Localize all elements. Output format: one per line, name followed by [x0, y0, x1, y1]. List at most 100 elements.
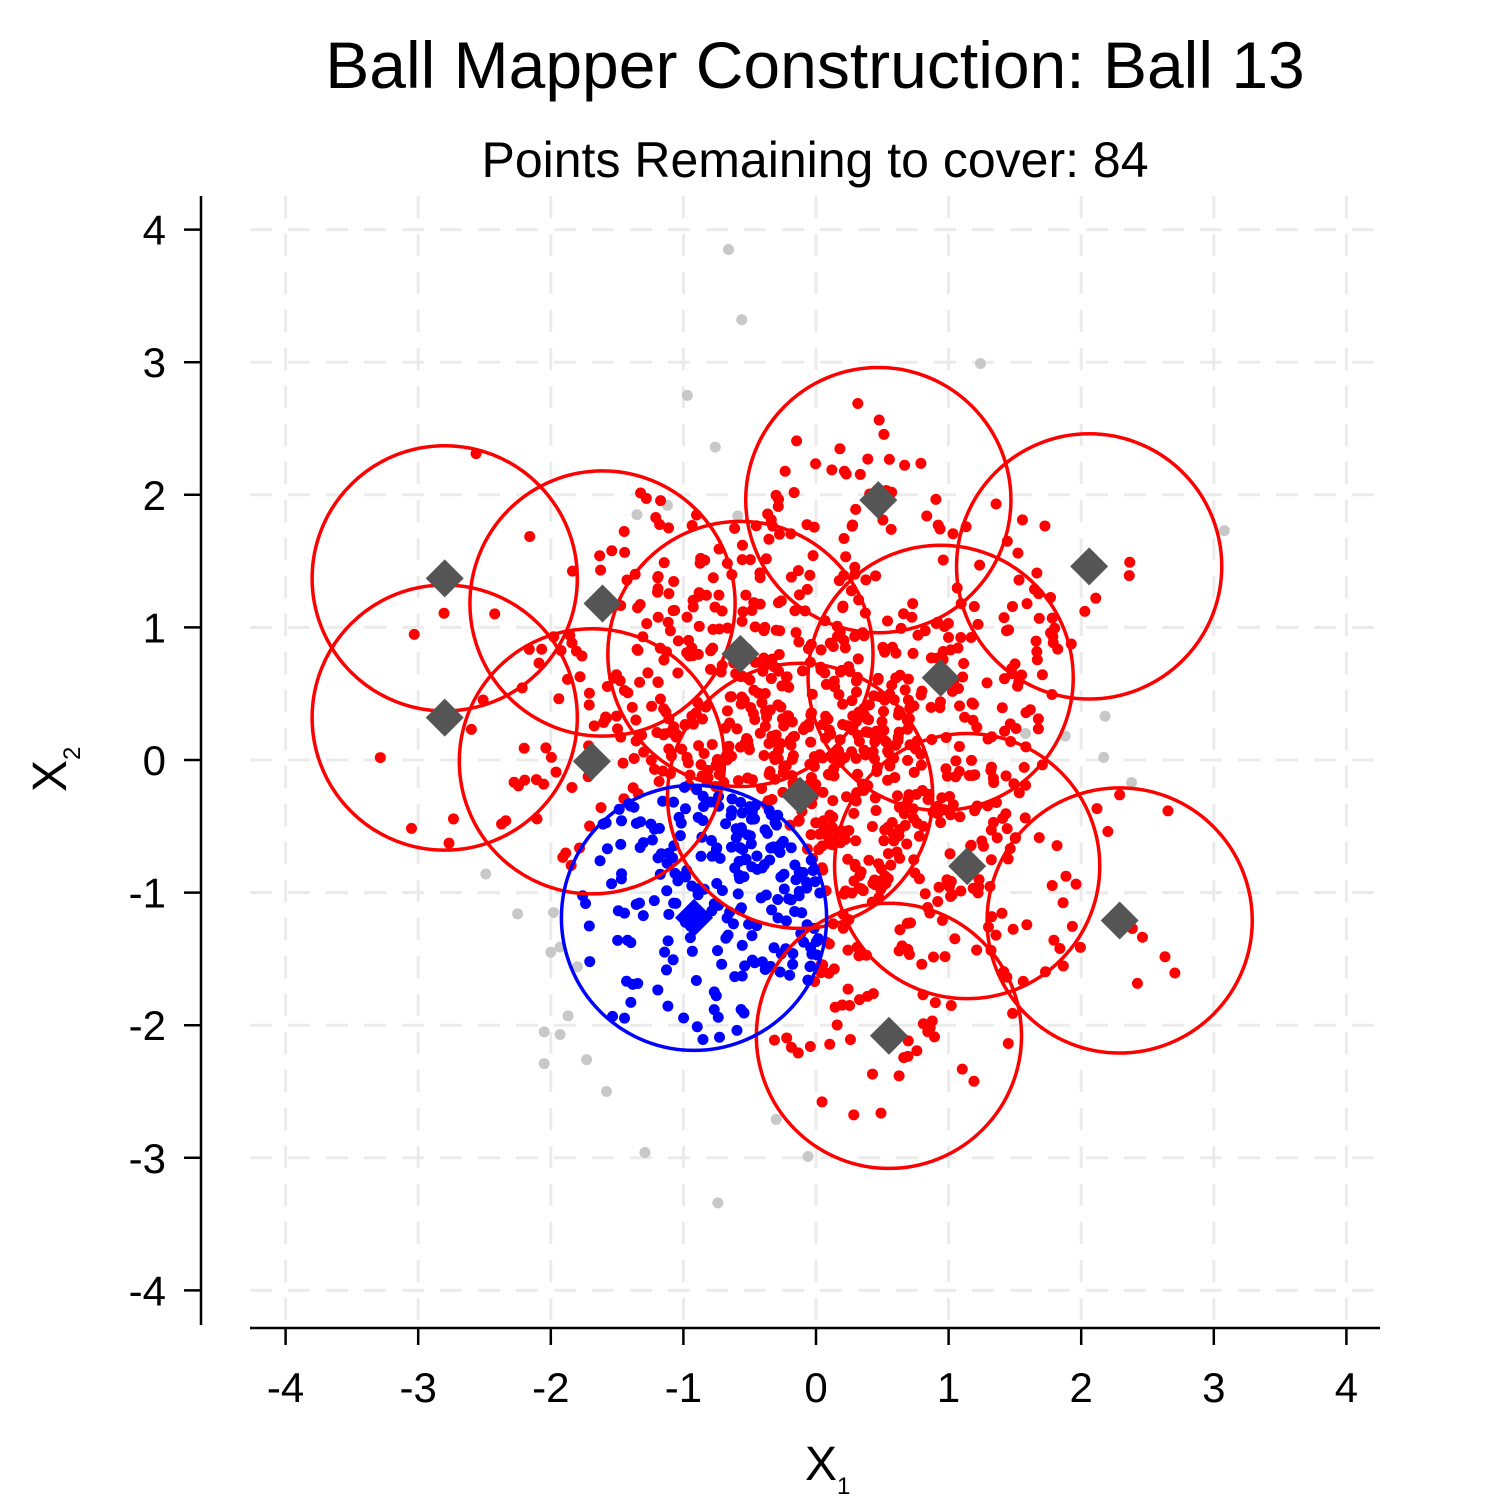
covered-point: [929, 997, 941, 1009]
current-point: [720, 818, 732, 830]
covered-point: [538, 778, 550, 790]
current-point: [790, 874, 802, 886]
current-point: [740, 853, 752, 865]
covered-point: [706, 738, 718, 750]
covered-point: [744, 554, 756, 566]
covered-point: [891, 790, 903, 802]
covered-point: [915, 457, 927, 469]
covered-point: [787, 750, 799, 762]
covered-point: [991, 832, 1003, 844]
current-point: [616, 815, 628, 827]
covered-point: [935, 817, 947, 829]
covered-point: [805, 736, 817, 748]
covered-point: [938, 620, 950, 632]
uncovered-point: [709, 441, 721, 453]
covered-point: [998, 673, 1010, 685]
covered-point: [875, 1107, 887, 1119]
covered-point: [1001, 823, 1013, 835]
covered-point: [732, 775, 744, 787]
covered-point: [850, 835, 862, 847]
current-point: [713, 1031, 725, 1043]
covered-point: [792, 815, 804, 827]
covered-point: [576, 650, 588, 662]
x-tick-label: -2: [532, 1364, 569, 1411]
current-point: [659, 946, 671, 958]
current-point: [774, 966, 786, 978]
uncovered-point: [770, 1113, 782, 1125]
covered-point: [663, 743, 675, 755]
covered-point: [619, 546, 631, 558]
covered-point: [583, 699, 595, 711]
covered-point: [949, 933, 961, 945]
covered-point: [1159, 951, 1171, 963]
covered-point: [662, 616, 674, 628]
covered-point: [843, 661, 855, 673]
current-point: [594, 855, 606, 867]
covered-point: [972, 887, 984, 899]
covered-point: [996, 702, 1008, 714]
covered-point: [831, 1019, 843, 1031]
covered-point: [763, 533, 775, 545]
covered-point: [778, 761, 790, 773]
covered-point: [1033, 832, 1045, 844]
current-point: [796, 907, 808, 919]
covered-point: [618, 526, 630, 538]
covered-point: [1054, 942, 1066, 954]
current-point: [584, 956, 596, 968]
current-point: [667, 852, 679, 864]
covered-point: [707, 572, 719, 584]
covered-point: [766, 793, 778, 805]
covered-point: [998, 612, 1010, 624]
covered-point: [846, 695, 858, 707]
covered-point: [943, 631, 955, 643]
covered-point: [930, 493, 942, 505]
covered-point: [916, 685, 928, 697]
covered-point: [781, 710, 793, 722]
current-point: [708, 986, 720, 998]
covered-point: [787, 731, 799, 743]
covered-point: [902, 754, 914, 766]
y-tick-label: -2: [129, 1002, 166, 1049]
covered-point: [583, 687, 595, 699]
covered-point: [1124, 556, 1136, 568]
covered-point: [842, 853, 854, 865]
covered-point: [652, 676, 664, 688]
covered-point: [1074, 941, 1086, 953]
covered-point: [986, 911, 998, 923]
ball-center-marker: [1100, 901, 1139, 940]
uncovered-point: [639, 1146, 651, 1158]
covered-point: [847, 519, 859, 531]
covered-point: [953, 741, 965, 753]
covered-point: [775, 737, 787, 749]
covered-point: [852, 653, 864, 665]
current-point: [731, 1024, 743, 1036]
covered-point: [1031, 646, 1043, 658]
current-point: [738, 1007, 750, 1019]
covered-point: [910, 788, 922, 800]
uncovered-point: [722, 243, 734, 255]
current-point: [612, 934, 624, 946]
covered-point: [1000, 625, 1012, 637]
ball-center-marker: [781, 776, 820, 815]
y-tick-label: 2: [143, 472, 166, 519]
x-tick-label: 2: [1070, 1364, 1093, 1411]
covered-point: [632, 644, 644, 656]
covered-point: [785, 571, 797, 583]
covered-point: [921, 510, 933, 522]
covered-point: [842, 983, 854, 995]
covered-point: [698, 748, 710, 760]
ball-centers: [425, 481, 1139, 1055]
current-point: [735, 902, 747, 914]
covered-point: [600, 711, 612, 723]
uncovered-point: [732, 510, 744, 522]
covered-point: [1060, 870, 1072, 882]
covered-point: [766, 730, 778, 742]
current-point: [778, 883, 790, 895]
covered-point: [968, 601, 980, 613]
covered-point: [704, 663, 716, 675]
covered-point: [760, 553, 772, 565]
covered-point: [626, 701, 638, 713]
covered-point: [1002, 1038, 1014, 1050]
covered-point: [937, 554, 949, 566]
current-point: [783, 893, 795, 905]
